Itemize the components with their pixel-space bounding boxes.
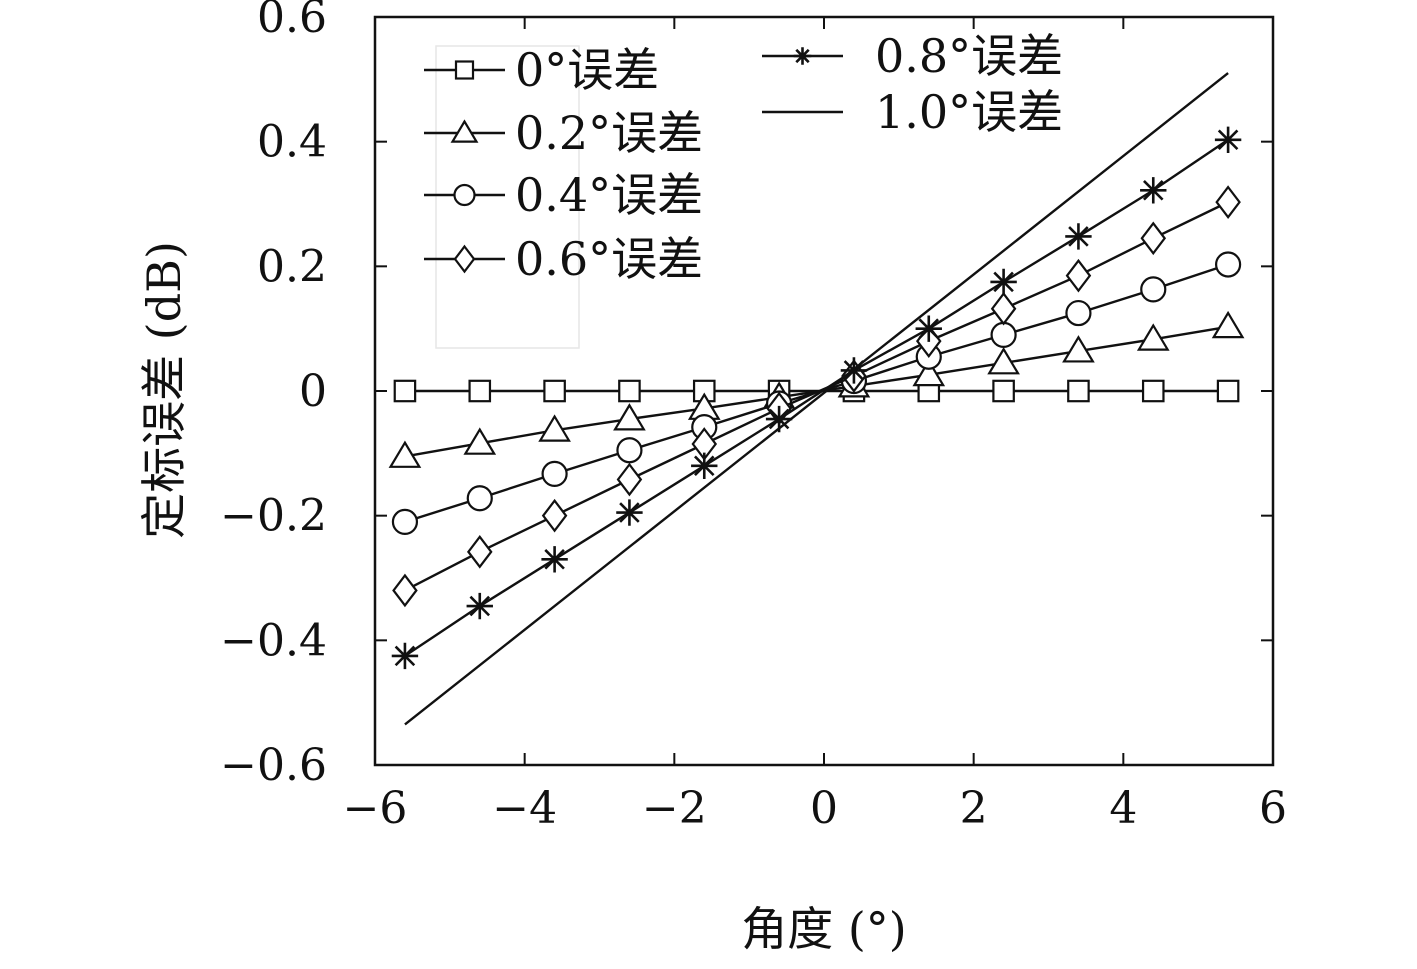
data-point xyxy=(1065,299,1092,327)
data-point xyxy=(392,573,418,608)
data-point xyxy=(1140,276,1167,303)
x-tick-label: −4 xyxy=(492,783,557,834)
series-5 xyxy=(404,72,1229,726)
data-point xyxy=(541,460,568,488)
data-point xyxy=(990,321,1017,348)
series-line xyxy=(404,138,1229,657)
legend-outline xyxy=(435,45,580,349)
legend-label: 0.8°误差 xyxy=(875,29,1063,83)
data-point xyxy=(1067,379,1090,403)
data-point xyxy=(466,485,493,512)
series-line xyxy=(404,72,1229,726)
data-point xyxy=(992,379,1015,403)
data-point xyxy=(1214,126,1242,153)
legend-marker xyxy=(450,119,479,143)
y-tick-label: −0.2 xyxy=(220,491,327,542)
data-point xyxy=(1214,251,1242,278)
y-tick-label: 0.4 xyxy=(257,117,327,168)
legend-marker xyxy=(454,60,475,80)
legend-marker xyxy=(453,244,476,274)
data-point xyxy=(1141,379,1165,403)
legend-item: 1.0°误差 xyxy=(762,85,1063,139)
legend-item: 0°误差 xyxy=(424,43,659,97)
data-point xyxy=(990,291,1017,326)
data-point xyxy=(543,379,566,403)
y-tick-label: −0.4 xyxy=(220,615,327,666)
legend-label: 0.2°误差 xyxy=(515,106,703,160)
data-point xyxy=(990,268,1017,296)
data-point xyxy=(1140,177,1167,204)
data-point xyxy=(618,379,641,403)
data-point xyxy=(541,498,568,533)
x-tick-label: 0 xyxy=(810,783,838,834)
data-point xyxy=(541,546,568,573)
x-tick-label: 4 xyxy=(1109,783,1137,834)
x-tick-label: −2 xyxy=(642,783,707,834)
legend: 0°误差 0.2°误差 0.4°误差 0.6°误差 0.8°误差1.0°误差 xyxy=(424,29,1063,286)
series-2 xyxy=(391,251,1242,536)
data-point xyxy=(393,379,417,403)
data-point xyxy=(691,452,718,479)
data-point xyxy=(912,358,946,387)
legend-label: 0.6°误差 xyxy=(515,232,703,286)
legend-item: 0.8°误差 xyxy=(762,29,1063,83)
data-point xyxy=(1216,379,1240,403)
data-point xyxy=(391,508,419,536)
legend-label: 0°误差 xyxy=(515,43,659,97)
data-point xyxy=(613,403,646,431)
data-point xyxy=(466,535,493,569)
y-tick-label: −0.6 xyxy=(220,740,327,791)
data-point xyxy=(1065,258,1092,293)
legend-marker xyxy=(453,183,476,207)
y-tick-label: 0 xyxy=(299,366,327,417)
legend-item: 0.6°误差 xyxy=(424,232,703,286)
legend-box xyxy=(435,45,580,349)
data-point xyxy=(1211,310,1245,339)
x-tick-label: 6 xyxy=(1259,783,1287,834)
y-tick-label: 0.2 xyxy=(257,241,327,292)
data-point xyxy=(1140,221,1167,256)
legend-item: 0.4°误差 xyxy=(424,168,703,222)
data-point xyxy=(538,414,571,442)
data-point xyxy=(391,642,419,670)
series-line xyxy=(404,201,1229,592)
legend-label: 0.4°误差 xyxy=(515,168,703,222)
legend-item: 0.2°误差 xyxy=(424,106,703,160)
data-point xyxy=(616,437,643,464)
y-axis-label: 定标误差 (dB) xyxy=(137,241,191,539)
series-layer xyxy=(388,72,1245,726)
x-tick-label: 2 xyxy=(960,783,988,834)
legend-label: 1.0°误差 xyxy=(875,85,1063,139)
data-point xyxy=(1062,335,1095,363)
axis-ticks: −6 −4 −2 0 2 4 6 0.6 0.4 0.2 0 −0.2 −0.4 −0.6 xyxy=(220,0,1287,834)
data-point xyxy=(765,405,793,433)
data-point xyxy=(388,440,422,468)
y-tick-label: 0.6 xyxy=(257,0,327,43)
data-point xyxy=(466,592,493,620)
data-point xyxy=(915,315,942,342)
x-axis-label: 角度 (°) xyxy=(741,902,907,956)
data-point xyxy=(463,427,497,455)
data-point xyxy=(616,499,643,526)
x-tick-label: −6 xyxy=(343,783,408,834)
data-point xyxy=(987,347,1020,375)
legend-marker xyxy=(793,47,812,65)
data-point xyxy=(616,462,643,497)
data-point xyxy=(1065,223,1092,250)
data-point xyxy=(468,379,492,403)
data-point xyxy=(1215,185,1241,219)
data-point xyxy=(1136,323,1170,351)
